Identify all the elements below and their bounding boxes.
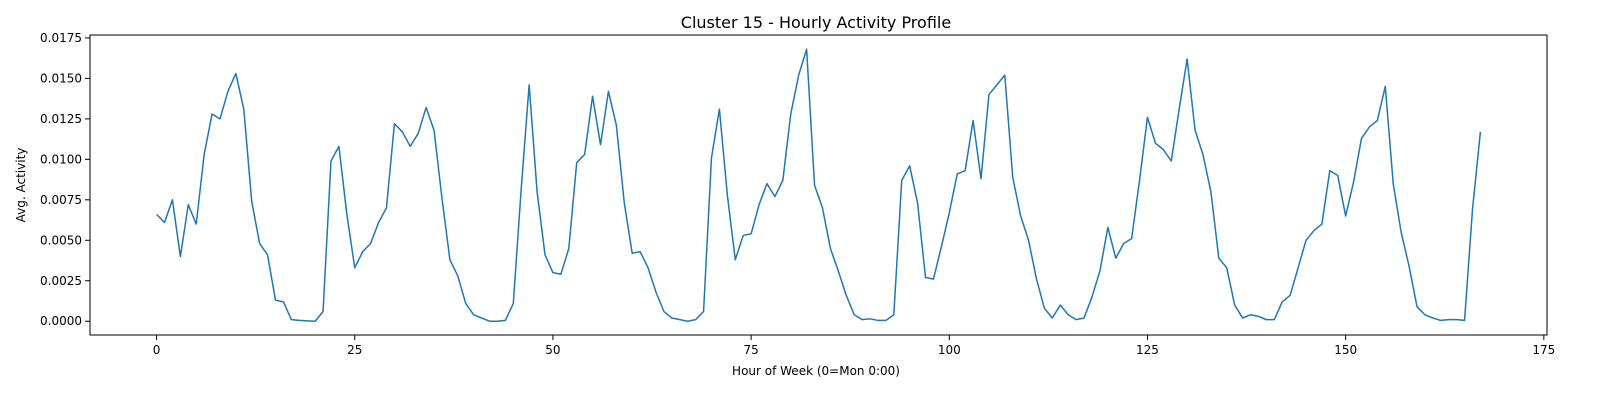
y-axis-label: Avg. Activity <box>14 148 28 223</box>
x-tick-label: 125 <box>1136 343 1159 357</box>
y-tick-label: 0.0025 <box>40 274 82 288</box>
x-tick-label: 0 <box>153 343 161 357</box>
y-tick-label: 0.0150 <box>40 71 82 85</box>
y-axis: 0.0000 0.0025 0.0050 0.0075 0.0100 0.0125 0.01… <box>40 31 90 328</box>
plot-frame <box>89 34 1548 336</box>
chart-title: Cluster 15 - Hourly Activity Profile <box>681 13 951 32</box>
x-axis: 0 25 50 75 100 125 150 175 <box>153 335 1555 357</box>
y-tick-label: 0.0125 <box>40 112 82 126</box>
y-tick-label: 0.0000 <box>40 314 82 328</box>
x-tick-label: 50 <box>545 343 560 357</box>
y-tick-label: 0.0175 <box>40 31 82 45</box>
x-tick-label: 175 <box>1532 343 1555 357</box>
series-line <box>156 48 1482 322</box>
plot-area <box>89 34 1548 336</box>
x-axis-label: Hour of Week (0=Mon 0:00) <box>732 364 900 378</box>
x-tick-label: 100 <box>938 343 961 357</box>
x-tick-label: 25 <box>347 343 362 357</box>
y-tick-label: 0.0075 <box>40 193 82 207</box>
y-tick-label: 0.0100 <box>40 152 82 166</box>
y-tick-label: 0.0050 <box>40 233 82 247</box>
x-tick-label: 75 <box>743 343 758 357</box>
x-tick-label: 150 <box>1334 343 1357 357</box>
